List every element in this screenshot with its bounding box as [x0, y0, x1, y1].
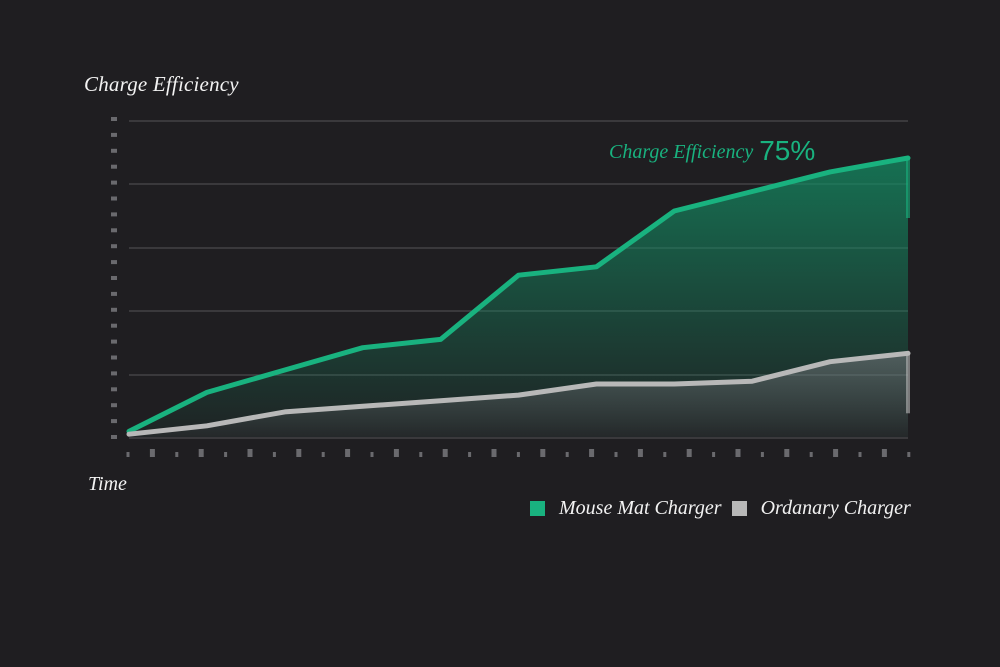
- y-axis-tick-16: [111, 371, 117, 376]
- y-axis-tick-18: [111, 403, 117, 408]
- y-axis-tick-20: [111, 435, 117, 439]
- y-axis-tick-3: [111, 164, 117, 169]
- x-axis-tick-12: [419, 452, 423, 457]
- y-axis-tick-6: [111, 212, 117, 217]
- x-axis-tick-5: [247, 449, 253, 457]
- x-axis-tick-18: [565, 452, 569, 457]
- legend-swatch-mouse-mat: [530, 501, 545, 516]
- y-axis-tick-10: [111, 276, 117, 280]
- legend-swatch-ordinary: [731, 501, 747, 516]
- series-line-mouse-mat: [126, 155, 911, 434]
- y-axis-tick-2: [111, 148, 117, 153]
- efficiency-annotation: Charge Efficiency 75%: [609, 133, 816, 166]
- x-axis-tick-19: [589, 449, 595, 457]
- x-axis-tick-21: [637, 449, 643, 457]
- x-axis-tick-30: [858, 452, 862, 457]
- y-axis-tick-13: [111, 323, 117, 328]
- x-axis-tick-16: [516, 452, 520, 457]
- y-axis-tick-9: [111, 260, 117, 265]
- y-axis-tick-19: [111, 419, 117, 424]
- annotation-text: Charge Efficiency: [609, 141, 754, 163]
- legend-item-mouse-mat: Mouse Mat Charger: [530, 497, 722, 520]
- y-axis-tick-4: [111, 180, 117, 185]
- legend-item-ordinary: Ordanary Charger: [731, 497, 911, 520]
- x-axis-tick-9: [345, 449, 351, 457]
- x-axis-tick-2: [175, 452, 179, 457]
- annotation-value: 75%: [759, 135, 816, 166]
- x-axis-tick-13: [442, 449, 448, 457]
- y-axis-label: Charge Efficiency: [84, 72, 239, 96]
- x-axis-tick-15: [491, 449, 497, 457]
- x-axis-tick-32: [907, 452, 911, 457]
- y-axis-tick-5: [111, 196, 117, 201]
- x-axis-tick-6: [272, 452, 276, 457]
- y-axis-tick-1: [111, 132, 117, 137]
- x-axis-label: Time: [88, 473, 127, 495]
- y-axis-tick-7: [111, 228, 117, 233]
- x-axis-tick-29: [833, 449, 839, 457]
- x-axis-tick-4: [224, 452, 228, 457]
- y-axis-tick-12: [111, 307, 117, 312]
- y-axis-tick-11: [111, 291, 117, 296]
- x-axis-tick-1: [149, 449, 155, 457]
- x-axis-tick-20: [614, 452, 618, 457]
- x-axis-tick-3: [198, 449, 204, 457]
- y-axis-tick-0: [111, 117, 117, 121]
- x-axis-tick-27: [784, 449, 790, 457]
- series-line-ordinary: [126, 350, 911, 437]
- x-axis-tick-7: [296, 449, 302, 457]
- x-axis-tick-17: [540, 449, 546, 457]
- x-axis-tick-26: [760, 452, 764, 457]
- x-axis-tick-23: [686, 449, 692, 457]
- x-axis-tick-28: [809, 452, 813, 457]
- x-axis-tick-25: [735, 449, 741, 457]
- area-mouse-mat: [129, 158, 908, 437]
- x-axis-tick-22: [663, 452, 667, 457]
- y-axis-tick-15: [111, 355, 117, 360]
- x-axis-tick-14: [468, 452, 472, 457]
- y-axis-tick-17: [111, 387, 117, 392]
- y-axis-tick-14: [111, 339, 117, 344]
- x-axis-tick-24: [712, 452, 716, 457]
- x-axis-tick-8: [321, 452, 325, 457]
- x-axis-tick-10: [370, 452, 374, 457]
- x-axis-tick-11: [393, 449, 399, 457]
- x-axis-tick-0: [126, 452, 130, 457]
- y-axis-tick-8: [111, 244, 117, 249]
- legend-label-mouse-mat: Mouse Mat Charger: [559, 497, 722, 519]
- legend: Mouse Mat Charger Ordanary Charger: [530, 497, 921, 520]
- x-axis-tick-31: [881, 449, 887, 457]
- legend-label-ordinary: Ordanary Charger: [760, 497, 911, 519]
